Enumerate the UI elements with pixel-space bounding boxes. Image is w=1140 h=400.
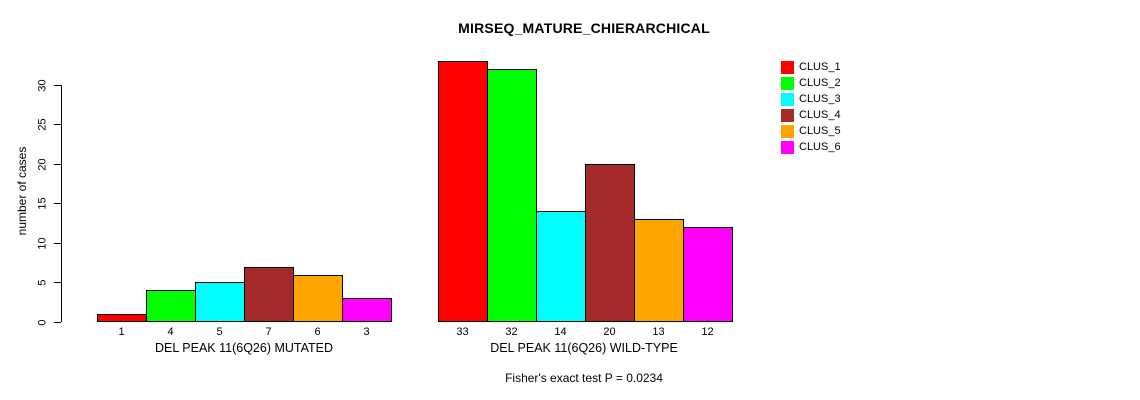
y-tick-label: 5 <box>36 279 49 286</box>
legend-series-label: CLUS_2 <box>799 77 841 89</box>
y-axis-line <box>61 85 62 322</box>
legend-swatch-clus-5-icon <box>781 125 794 138</box>
bar-value-label: 20 <box>603 326 616 338</box>
legend-item: CLUS_2 <box>781 77 841 90</box>
legend-item: CLUS_4 <box>781 109 841 122</box>
bar-clus-6-mutated <box>342 298 392 322</box>
legend-swatch-clus-6-icon <box>781 141 794 154</box>
y-tick-mark <box>54 84 61 86</box>
bar-value-label: 1 <box>118 326 125 338</box>
y-tick-label: 30 <box>36 78 49 92</box>
legend-swatch-clus-1-icon <box>781 61 794 74</box>
y-tick-label: 15 <box>36 197 49 210</box>
bar-value-label: 5 <box>216 326 223 338</box>
bar-clus-4-mutated <box>244 267 294 322</box>
bar-clus-1-mutated <box>97 314 147 322</box>
bar-value-label: 4 <box>167 326 174 338</box>
legend: CLUS_1 CLUS_2 CLUS_3 CLUS_4 CLUS_5 CLUS_6 <box>781 61 841 157</box>
y-tick-mark <box>54 282 61 283</box>
x-group-label-wild-type: DEL PEAK 11(6Q26) WILD-TYPE <box>490 341 678 355</box>
y-tick-mark <box>54 242 61 244</box>
bar-value-label: 32 <box>505 326 518 338</box>
legend-series-label: CLUS_6 <box>799 141 841 153</box>
x-group-label-mutated: DEL PEAK 11(6Q26) MUTATED <box>154 341 334 355</box>
bar-value-label: 14 <box>554 326 567 338</box>
legend-series-label: CLUS_3 <box>799 93 841 105</box>
y-axis-title: number of cases <box>15 146 29 236</box>
bar-clus-2-wild-type <box>487 69 537 322</box>
y-tick-label: 0 <box>36 318 49 326</box>
legend-swatch-clus-4-icon <box>781 109 794 122</box>
legend-item: CLUS_6 <box>781 141 841 154</box>
y-tick-mark <box>54 124 61 125</box>
bar-value-label: 6 <box>314 326 321 338</box>
bar-value-label: 13 <box>652 326 665 338</box>
fisher-exact-test-note: Fisher's exact test P = 0.0234 <box>505 371 663 385</box>
legend-series-label: CLUS_4 <box>799 109 841 121</box>
bar-value-label: 33 <box>456 326 469 338</box>
bar-clus-2-mutated <box>146 290 196 322</box>
bar-value-label: 7 <box>265 326 272 338</box>
legend-item: CLUS_5 <box>781 125 841 138</box>
y-tick-label: 20 <box>36 157 49 171</box>
bar-value-label: 12 <box>701 326 714 338</box>
y-tick-mark <box>54 321 61 323</box>
bar-clus-6-wild-type <box>683 227 733 322</box>
bar-clus-5-wild-type <box>634 219 684 322</box>
legend-swatch-clus-3-icon <box>781 93 794 106</box>
legend-item: CLUS_1 <box>781 61 841 74</box>
bar-clus-3-wild-type <box>536 211 586 322</box>
legend-item: CLUS_3 <box>781 93 841 106</box>
bar-clus-1-wild-type <box>438 61 488 322</box>
legend-series-label: CLUS_1 <box>799 61 841 73</box>
legend-series-label: CLUS_5 <box>799 125 841 137</box>
bar-clus-5-mutated <box>293 275 343 322</box>
y-tick-label: 25 <box>36 118 49 131</box>
y-tick-label: 10 <box>36 236 49 250</box>
chart-title: MIRSEQ_MATURE_CHIERARCHICAL <box>458 20 710 36</box>
bar-value-label: 3 <box>363 326 370 338</box>
y-tick-mark <box>54 203 61 204</box>
bar-clus-3-mutated <box>195 282 245 322</box>
bar-clus-4-wild-type <box>585 164 635 322</box>
y-tick-mark <box>54 163 61 165</box>
legend-swatch-clus-2-icon <box>781 77 794 90</box>
